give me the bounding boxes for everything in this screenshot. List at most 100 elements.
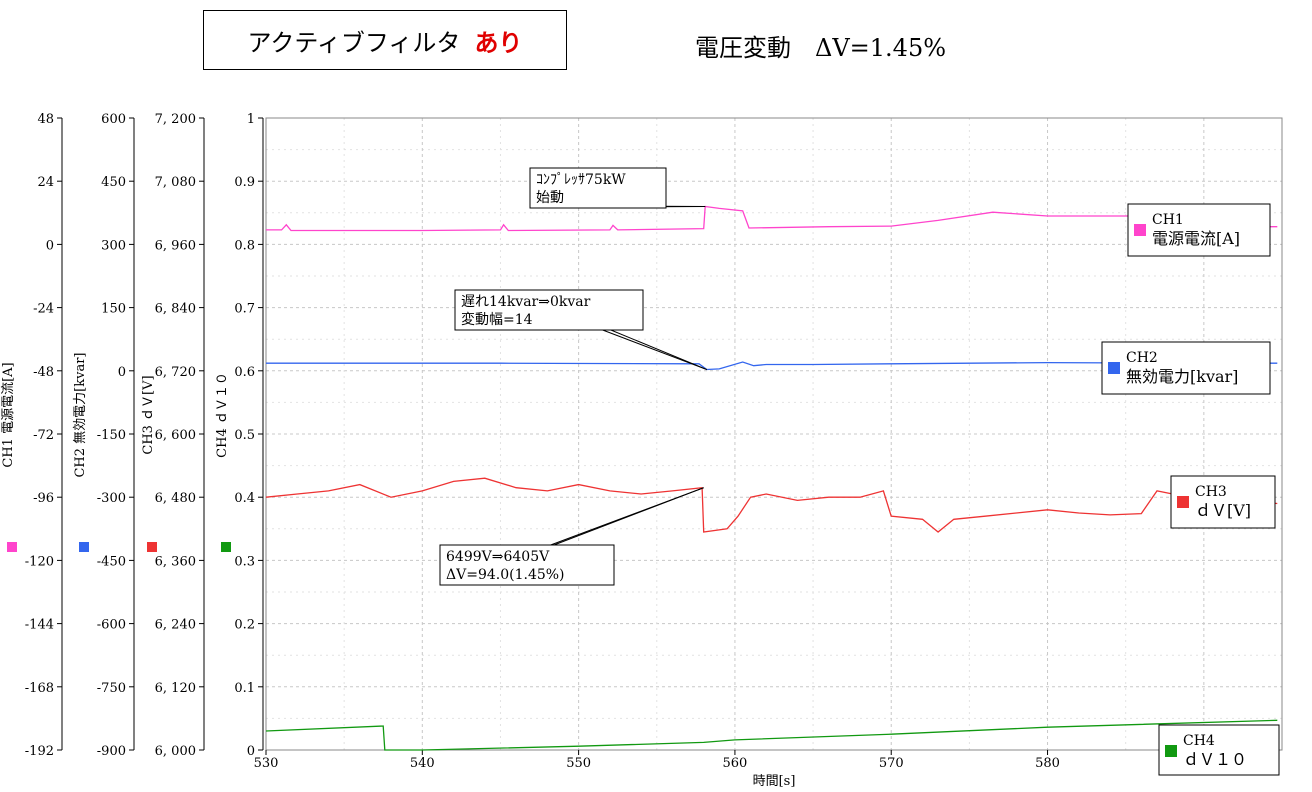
annotation-text: 変動幅=14	[461, 311, 533, 328]
axis-color-swatch-ch1	[7, 542, 17, 552]
legend-unit: 無効電力[kvar]	[1126, 367, 1238, 386]
x-tick-label: 530	[254, 756, 279, 771]
y-tick-label-ch3: 6, 600	[155, 428, 196, 443]
y-tick-label-ch2: 600	[101, 112, 126, 127]
annotation-text: ΔV=94.0(1.45%)	[446, 567, 565, 583]
y-axis-label-ch1: CH1 電源電流[A]	[1, 362, 16, 467]
y-tick-label-ch4: 0.8	[234, 238, 255, 253]
y-tick-label-ch3: 6, 720	[155, 365, 196, 380]
legend-box	[1127, 203, 1271, 257]
annotation-compressor-start: ｺﾝﾌﾟﾚｯｻ75kW 始動	[529, 167, 706, 209]
y-tick-label-ch3: 7, 200	[155, 112, 196, 127]
y-axis-ch2: 600 450 300 150 0 -150 -300 -450 -600 -750 -900 CH2…	[73, 112, 135, 759]
y-tick-label-ch4: 0.6	[234, 365, 255, 380]
legend-name: CH4	[1183, 733, 1215, 749]
y-tick-label-ch4: 0.4	[234, 491, 255, 506]
series-line-ch2	[266, 361, 1278, 371]
legend-swatch-ch2	[1108, 362, 1120, 374]
y-tick-label-ch4: 0.2	[234, 618, 255, 633]
legend-swatch-ch3	[1177, 496, 1189, 508]
x-axis: 530540550560570580590時間[s]	[254, 750, 1216, 789]
x-tick-label: 550	[566, 756, 591, 771]
y-tick-label-ch3: 6, 360	[155, 554, 196, 569]
axis-color-swatch-ch2	[79, 542, 89, 552]
y-tick-label-ch1: -168	[25, 681, 54, 696]
legend-name: CH2	[1126, 350, 1158, 366]
series-line-ch1	[266, 205, 1278, 232]
y-axis-label-ch4: CH4 ｄＶ１０	[215, 372, 230, 458]
y-axes: 48 24 0 -24 -48 -72 -96 -120 -144 -168 -192 CH1 電源電…	[1, 112, 264, 759]
x-axis-title: 時間[s]	[753, 774, 796, 789]
active-filter-box: アクティブフィルタ あり	[203, 10, 567, 70]
y-tick-label-ch2: 450	[101, 175, 126, 190]
y-tick-label-ch3: 6, 480	[155, 491, 196, 506]
y-tick-label-ch1: 24	[37, 175, 54, 190]
y-tick-label-ch2: -900	[97, 744, 126, 759]
y-axis-ch3: 7, 200 7, 080 6, 960 6, 840 6, 720 6, 600 6, 4…	[141, 112, 205, 759]
legend-swatch-ch1	[1134, 224, 1146, 236]
legend-unit: ｄＶ１０	[1183, 750, 1247, 769]
grid-lines	[265, 117, 1283, 751]
annotation-voltage-change: 6499V⇒6405V ΔV=94.0(1.45%)	[439, 487, 704, 586]
y-tick-label-ch3: 7, 080	[155, 175, 196, 190]
annotation-text: 6499V⇒6405V	[446, 549, 550, 565]
legend-swatch-ch4	[1165, 745, 1177, 757]
annotation-pointer	[553, 487, 704, 546]
y-tick-label-ch1: -24	[33, 302, 54, 317]
y-tick-label-ch3: 6, 960	[155, 238, 196, 253]
y-tick-label-ch2: 0	[118, 365, 126, 380]
y-tick-label-ch1: -144	[25, 618, 54, 633]
plot-area-frame	[265, 117, 1283, 751]
annotation-box	[454, 289, 644, 331]
legend-name: CH1	[1152, 212, 1184, 228]
legend-unit: ｄＶ[V]	[1195, 501, 1251, 520]
y-tick-label-ch4: 1	[247, 112, 255, 127]
y-tick-label-ch1: -96	[33, 491, 54, 506]
x-tick-label: 560	[723, 756, 748, 771]
annotation-box	[529, 167, 667, 209]
y-tick-label-ch1: 48	[37, 112, 54, 127]
y-tick-label-ch1: -120	[25, 554, 54, 569]
y-tick-label-ch4: 0	[247, 744, 255, 759]
active-filter-label: アクティブフィルタ	[247, 28, 461, 57]
y-tick-label-ch1: -192	[25, 744, 54, 759]
y-tick-label-ch2: 150	[101, 302, 126, 317]
y-axis-label-ch2: CH2 無効電力[kvar]	[73, 352, 88, 477]
y-tick-label-ch1: 0	[46, 238, 54, 253]
y-axis-ch1: 48 24 0 -24 -48 -72 -96 -120 -144 -168 -192 CH1 電源電…	[1, 112, 63, 759]
y-tick-label-ch4: 0.7	[234, 302, 255, 317]
axis-color-swatch-ch3	[147, 542, 157, 552]
y-tick-label-ch4: 0.5	[234, 428, 255, 443]
y-axis-label-ch3: CH3 ｄＶ[V]	[141, 375, 156, 454]
series-lines	[265, 205, 1278, 751]
y-tick-label-ch3: 6, 840	[155, 302, 196, 317]
legend-name: CH3	[1195, 484, 1227, 500]
y-tick-label-ch1: -72	[33, 428, 54, 443]
annotation-box	[439, 544, 615, 586]
y-tick-label-ch2: -750	[97, 681, 126, 696]
annotation-text: ｺﾝﾌﾟﾚｯｻ75kW	[536, 172, 626, 188]
y-tick-label-ch4: 0.9	[234, 175, 255, 190]
annotation-pointer	[599, 328, 707, 371]
series-line-ch4	[265, 719, 1278, 751]
legend-box	[1158, 724, 1280, 776]
annotation-text: 始動	[536, 190, 564, 206]
y-tick-label-ch4: 0.1	[234, 681, 255, 696]
y-tick-label-ch2: -450	[97, 554, 126, 569]
y-tick-label-ch3: 6, 240	[155, 618, 196, 633]
voltage-variation-title: 電圧変動 ΔV=1.45%	[695, 34, 947, 62]
x-tick-label: 580	[1035, 756, 1060, 771]
legend-box	[1101, 341, 1271, 395]
annotation-text: 遅れ14kvar⇒0kvar	[461, 294, 591, 310]
y-axis-ch4: 1 0.9 0.8 0.7 0.6 0.5 0.4 0.3 0.2 0.1 0 CH4 ｄＶ１０	[215, 112, 264, 759]
y-tick-label-ch2: -300	[97, 491, 126, 506]
y-tick-label-ch2: 300	[101, 238, 126, 253]
